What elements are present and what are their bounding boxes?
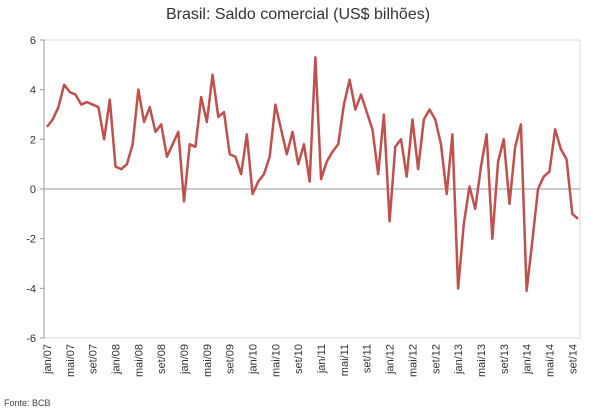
x-tick-label: jan/12 <box>385 344 397 375</box>
y-tick-label: 6 <box>30 35 36 47</box>
x-tick-label: mai/13 <box>476 344 488 377</box>
x-tick-label: set/13 <box>499 344 511 374</box>
x-tick-label: set/10 <box>293 344 305 374</box>
x-tick-label: set/12 <box>430 344 442 374</box>
x-tick-label: set/08 <box>156 344 168 374</box>
x-tick-label: jan/09 <box>179 344 191 375</box>
x-tick-label: set/11 <box>362 344 374 373</box>
x-tick-label: set/09 <box>225 344 237 374</box>
y-tick-label: -4 <box>26 283 36 295</box>
x-tick-label: set/14 <box>567 344 579 374</box>
x-tick-label: mai/11 <box>339 344 351 376</box>
x-tick-label: jan/10 <box>248 344 260 375</box>
chart-title: Brasil: Saldo comercial (US$ bilhões) <box>165 6 431 23</box>
x-tick-label: mai/08 <box>133 344 145 377</box>
x-tick-label: mai/07 <box>65 344 77 377</box>
y-tick-label: -6 <box>26 333 36 345</box>
x-tick-label: mai/12 <box>407 344 419 377</box>
x-tick-label: mai/14 <box>545 344 557 377</box>
x-tick-label: mai/09 <box>202 344 214 377</box>
source-note: Fonte: BCB <box>4 398 51 408</box>
y-tick-label: -2 <box>26 234 36 246</box>
series-line-saldo <box>46 56 579 293</box>
x-tick-label: set/07 <box>88 344 100 374</box>
y-tick-label: 4 <box>30 85 36 97</box>
x-tick-label: jan/07 <box>42 344 54 375</box>
x-tick-label: jan/13 <box>453 344 465 375</box>
x-tick-label: jan/11 <box>316 344 328 374</box>
x-tick-label: mai/10 <box>270 344 282 377</box>
x-tick-label: jan/14 <box>522 344 534 375</box>
y-tick-label: 0 <box>30 184 36 196</box>
x-axis-labels: jan/07 mai/07 set/07 jan/08 mai/08 set/08 jan/… <box>42 344 579 377</box>
x-tick-label: jan/08 <box>111 344 123 375</box>
y-axis-ticks: 6 4 2 0 -2 -4 -6 <box>26 35 44 345</box>
y-tick-label: 2 <box>30 134 36 146</box>
series-group <box>46 56 579 293</box>
